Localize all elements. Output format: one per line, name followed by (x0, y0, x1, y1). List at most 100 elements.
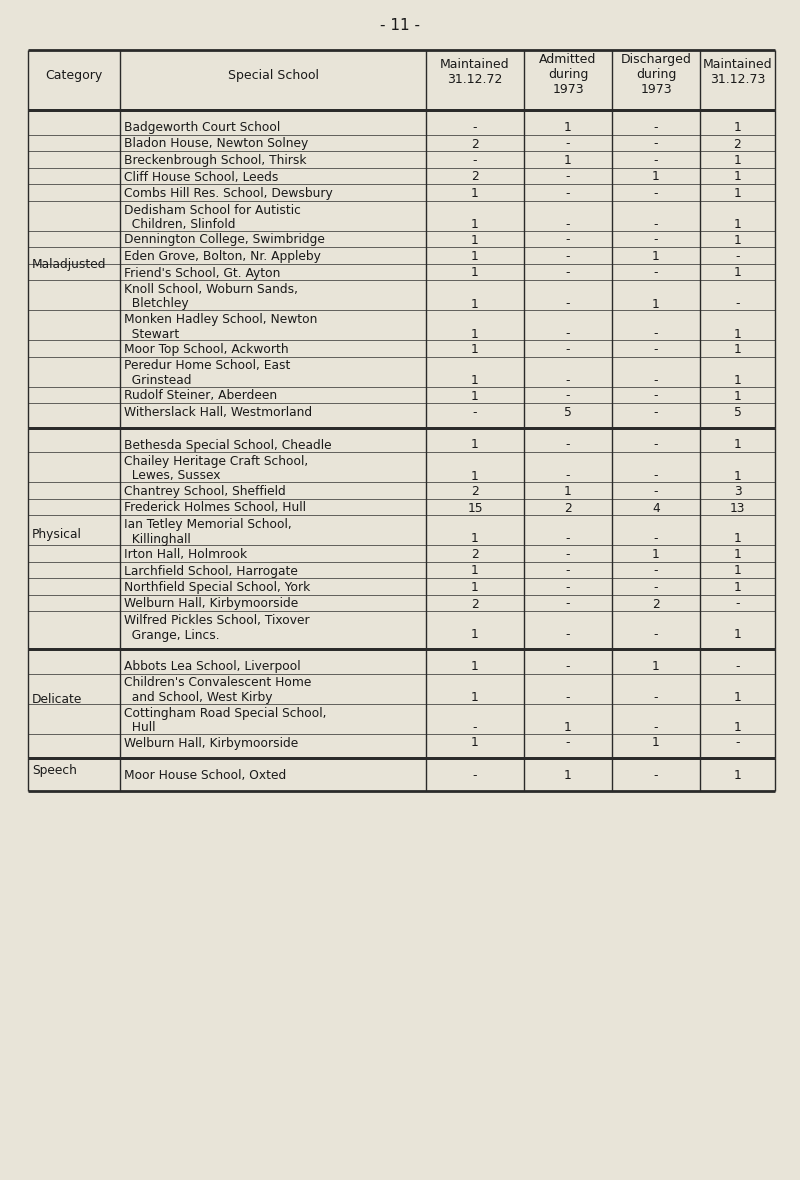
Text: -: - (654, 532, 658, 545)
Text: -: - (654, 629, 658, 642)
Text: 1: 1 (652, 548, 660, 560)
Text: -: - (654, 267, 658, 280)
Text: -: - (654, 485, 658, 498)
Text: 1: 1 (734, 532, 742, 545)
Text: 1: 1 (734, 389, 742, 402)
Text: Eden Grove, Bolton, Nr. Appleby: Eden Grove, Bolton, Nr. Appleby (124, 250, 321, 263)
Text: Maintained
31.12.73: Maintained 31.12.73 (702, 58, 772, 86)
Text: Bethesda Special School, Cheadle: Bethesda Special School, Cheadle (124, 439, 332, 452)
Text: Friend's School, Gt. Ayton: Friend's School, Gt. Ayton (124, 267, 280, 280)
Text: 1: 1 (471, 629, 479, 642)
Text: Welburn Hall, Kirbymoorside: Welburn Hall, Kirbymoorside (124, 736, 298, 749)
Text: -: - (654, 155, 658, 168)
Text: -: - (654, 769, 658, 782)
Text: Chantrey School, Sheffield: Chantrey School, Sheffield (124, 485, 286, 498)
Text: -: - (735, 297, 740, 310)
Text: Witherslack Hall, Westmorland: Witherslack Hall, Westmorland (124, 406, 312, 419)
Text: Welburn Hall, Kirbymoorside: Welburn Hall, Kirbymoorside (124, 597, 298, 610)
Text: 1: 1 (734, 374, 742, 387)
Text: 1: 1 (564, 155, 572, 168)
Text: Abbots Lea School, Liverpool: Abbots Lea School, Liverpool (124, 660, 301, 673)
Text: 13: 13 (730, 502, 746, 514)
Text: Lewes, Sussex: Lewes, Sussex (124, 470, 221, 483)
Text: 1: 1 (564, 485, 572, 498)
Text: Chailey Heritage Craft School,: Chailey Heritage Craft School, (124, 455, 308, 468)
Text: Hull: Hull (124, 721, 155, 734)
Text: -: - (654, 439, 658, 452)
Text: Physical: Physical (32, 527, 82, 540)
Text: -: - (654, 138, 658, 151)
Text: 1: 1 (471, 532, 479, 545)
Text: -: - (654, 470, 658, 483)
Text: -: - (735, 736, 740, 749)
Text: -: - (654, 234, 658, 247)
Text: -: - (654, 122, 658, 135)
Text: 1: 1 (471, 389, 479, 402)
Text: -: - (566, 660, 570, 673)
Text: and School, West Kirby: and School, West Kirby (124, 691, 273, 704)
Text: -: - (473, 721, 478, 734)
Text: 2: 2 (471, 548, 479, 560)
Text: Cliff House School, Leeds: Cliff House School, Leeds (124, 170, 278, 184)
Text: -: - (654, 328, 658, 341)
Text: 1: 1 (734, 170, 742, 184)
Text: 1: 1 (734, 564, 742, 577)
Text: Admitted
during
1973: Admitted during 1973 (539, 53, 597, 96)
Text: 1: 1 (471, 564, 479, 577)
Text: -: - (566, 343, 570, 356)
Text: -: - (654, 691, 658, 704)
Text: -: - (566, 297, 570, 310)
Text: 1: 1 (652, 170, 660, 184)
Text: -: - (566, 374, 570, 387)
Text: Northfield Special School, York: Northfield Special School, York (124, 581, 310, 594)
Text: -: - (566, 548, 570, 560)
Text: 1: 1 (652, 297, 660, 310)
Text: -: - (566, 532, 570, 545)
Text: 1: 1 (471, 186, 479, 199)
Text: Larchfield School, Harrogate: Larchfield School, Harrogate (124, 564, 298, 577)
Text: Children's Convalescent Home: Children's Convalescent Home (124, 676, 311, 689)
Text: 1: 1 (471, 581, 479, 594)
Text: -: - (566, 389, 570, 402)
Text: 2: 2 (471, 138, 479, 151)
Text: Children, Slinfold: Children, Slinfold (124, 218, 235, 231)
Text: Stewart: Stewart (124, 328, 179, 341)
Text: 1: 1 (564, 122, 572, 135)
Text: 1: 1 (471, 470, 479, 483)
Text: Moor Top School, Ackworth: Moor Top School, Ackworth (124, 343, 289, 356)
Text: 1: 1 (471, 328, 479, 341)
Text: Irton Hall, Holmrook: Irton Hall, Holmrook (124, 548, 247, 560)
Text: -: - (566, 629, 570, 642)
Text: Bletchley: Bletchley (124, 297, 189, 310)
Text: 1: 1 (734, 721, 742, 734)
Text: Peredur Home School, East: Peredur Home School, East (124, 360, 290, 373)
Text: Cottingham Road Special School,: Cottingham Road Special School, (124, 707, 326, 720)
Text: 1: 1 (471, 234, 479, 247)
Text: Maintained
31.12.72: Maintained 31.12.72 (440, 58, 510, 86)
Text: 2: 2 (471, 485, 479, 498)
Text: -: - (566, 597, 570, 610)
Text: -: - (735, 660, 740, 673)
Text: 3: 3 (734, 485, 742, 498)
Text: 1: 1 (734, 470, 742, 483)
Text: Monken Hadley School, Newton: Monken Hadley School, Newton (124, 313, 318, 326)
Text: -: - (566, 218, 570, 231)
Text: Killinghall: Killinghall (124, 532, 190, 545)
Text: Bladon House, Newton Solney: Bladon House, Newton Solney (124, 138, 308, 151)
Text: -: - (566, 439, 570, 452)
Text: 2: 2 (471, 170, 479, 184)
Text: -: - (566, 267, 570, 280)
Text: -: - (654, 389, 658, 402)
Text: 1: 1 (471, 660, 479, 673)
Text: 1: 1 (471, 343, 479, 356)
Text: 1: 1 (734, 122, 742, 135)
Text: -: - (566, 691, 570, 704)
Text: 1: 1 (471, 218, 479, 231)
Text: -: - (473, 406, 478, 419)
Text: 1: 1 (652, 250, 660, 263)
Text: 1: 1 (734, 155, 742, 168)
Text: 1: 1 (734, 218, 742, 231)
Text: 1: 1 (471, 439, 479, 452)
Text: 5: 5 (564, 406, 572, 419)
Text: Maladjusted: Maladjusted (32, 258, 106, 271)
